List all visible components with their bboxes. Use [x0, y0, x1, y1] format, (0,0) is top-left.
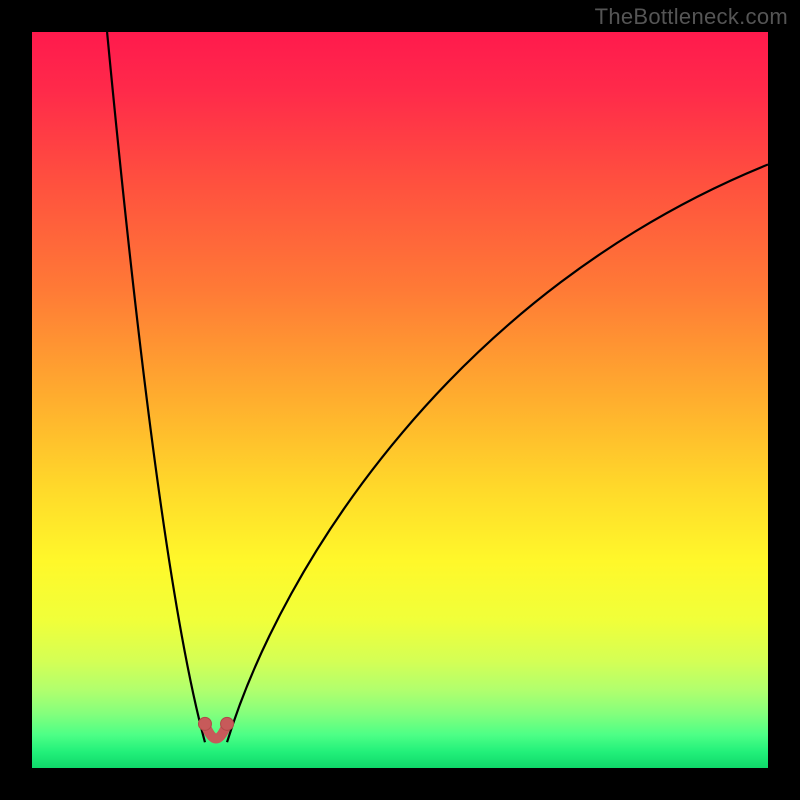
frame-right: [768, 0, 800, 800]
valley-dot-right: [221, 717, 234, 730]
bottleneck-plot: [32, 32, 768, 768]
bottleneck-curves: [32, 32, 768, 768]
watermark-text: TheBottleneck.com: [595, 4, 788, 30]
curve-right: [227, 164, 768, 742]
curve-left: [107, 32, 205, 742]
frame-bottom: [0, 768, 800, 800]
frame-left: [0, 0, 32, 800]
valley-dot-left: [198, 717, 211, 730]
